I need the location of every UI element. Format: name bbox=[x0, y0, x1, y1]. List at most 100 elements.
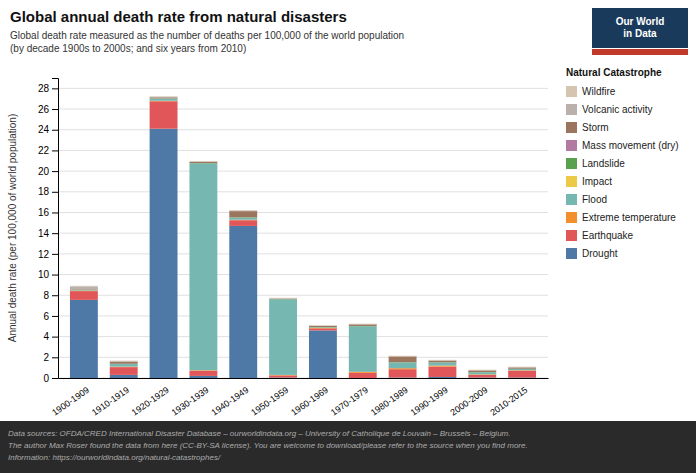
y-tick: 26 bbox=[38, 104, 58, 115]
legend-swatch bbox=[566, 194, 577, 205]
x-tick: 1950-1959 bbox=[249, 385, 290, 418]
y-tick-label: 12 bbox=[38, 249, 50, 260]
bar bbox=[468, 369, 496, 371]
x-tick: 1990-1999 bbox=[409, 385, 450, 418]
footer-text: The author Max Roser found the data from… bbox=[8, 441, 528, 450]
grid-line bbox=[58, 315, 548, 316]
x-tick-label: 1910-1919 bbox=[90, 385, 131, 418]
y-tick: 22 bbox=[38, 145, 58, 156]
bar bbox=[229, 220, 257, 226]
bar bbox=[349, 323, 377, 325]
y-tick-mark bbox=[52, 212, 58, 213]
x-tick: 2010-2015 bbox=[488, 385, 529, 418]
bar bbox=[508, 368, 536, 369]
bar bbox=[349, 324, 377, 326]
logo-text: in Data bbox=[623, 28, 657, 39]
y-tick: 12 bbox=[38, 249, 58, 260]
bar bbox=[189, 161, 217, 163]
bar bbox=[309, 330, 337, 378]
x-tick-label: 1990-1999 bbox=[409, 385, 450, 418]
bars bbox=[70, 96, 536, 378]
bar bbox=[309, 325, 337, 327]
grid-line bbox=[58, 88, 548, 89]
bar bbox=[428, 361, 456, 363]
bar bbox=[189, 162, 217, 163]
bar bbox=[508, 370, 536, 372]
legend-label: Mass movement (dry) bbox=[582, 140, 679, 151]
x-tick: 1930-1939 bbox=[170, 385, 211, 418]
bar bbox=[428, 377, 456, 378]
bar bbox=[468, 375, 496, 378]
legend-item: Storm bbox=[566, 122, 609, 133]
bar-series bbox=[70, 101, 536, 378]
grid-line bbox=[58, 171, 548, 172]
legend-item: Landslide bbox=[566, 158, 625, 169]
bar bbox=[309, 327, 337, 328]
y-tick-mark bbox=[52, 130, 58, 131]
footer-background bbox=[0, 421, 696, 473]
legend-item: Drought bbox=[566, 248, 618, 259]
y-tick: 4 bbox=[43, 331, 58, 342]
title: Global annual death rate from natural di… bbox=[10, 8, 347, 25]
x-tick-label: 1970-1979 bbox=[329, 385, 370, 418]
bar bbox=[150, 96, 178, 98]
logo-stripe bbox=[592, 49, 688, 55]
y-tick: 10 bbox=[38, 269, 58, 280]
legend-item: Mass movement (dry) bbox=[566, 140, 679, 151]
legend-item: Flood bbox=[566, 194, 607, 205]
bar bbox=[70, 286, 98, 289]
bar bbox=[428, 366, 456, 367]
legend-label: Extreme temperature bbox=[582, 212, 676, 223]
bar bbox=[70, 285, 98, 287]
y-tick-label: 0 bbox=[43, 373, 49, 384]
y-tick: 28 bbox=[38, 83, 58, 94]
bar bbox=[229, 218, 257, 220]
bar bbox=[189, 376, 217, 378]
subtitle: (by decade 1900s to 2000s; and six years… bbox=[10, 43, 246, 54]
bar bbox=[110, 367, 138, 375]
y-tick-mark bbox=[52, 275, 58, 276]
bar bbox=[309, 328, 337, 330]
grid-line bbox=[58, 233, 548, 234]
x-tick: 2000-2009 bbox=[448, 385, 489, 418]
bar bbox=[110, 362, 138, 364]
bar bbox=[269, 298, 297, 299]
y-tick-label: 6 bbox=[43, 311, 49, 322]
bar bbox=[150, 98, 178, 99]
y-tick: 8 bbox=[43, 290, 58, 301]
grid-line bbox=[58, 212, 548, 213]
bar bbox=[309, 327, 337, 328]
bar bbox=[389, 356, 417, 362]
grid-line bbox=[58, 129, 548, 130]
bar bbox=[150, 129, 178, 378]
bar-series bbox=[70, 101, 536, 376]
bar bbox=[309, 325, 337, 326]
bar bbox=[389, 368, 417, 369]
bar bbox=[150, 99, 178, 101]
y-tick-mark bbox=[52, 316, 58, 317]
legend-swatch bbox=[566, 86, 577, 97]
legend: Natural CatastropheWildfireVolcanic acti… bbox=[566, 67, 679, 259]
legend-swatch bbox=[566, 230, 577, 241]
legend-label: Landslide bbox=[582, 158, 625, 169]
bar bbox=[269, 298, 297, 300]
chart: Global annual death rate from natural di… bbox=[0, 0, 696, 473]
legend-swatch bbox=[566, 176, 577, 187]
bar bbox=[349, 373, 377, 378]
bar bbox=[269, 299, 297, 300]
footer-text: Data sources: OFDA/CRED International Di… bbox=[8, 429, 510, 438]
bar bbox=[269, 299, 297, 375]
x-tick-label: 2010-2015 bbox=[488, 385, 529, 418]
legend-label: Storm bbox=[582, 122, 609, 133]
x-tick: 1980-1989 bbox=[369, 385, 410, 418]
subtitle: Global death rate measured as the number… bbox=[10, 30, 404, 41]
x-tick-label: 1930-1939 bbox=[170, 385, 211, 418]
bar bbox=[150, 101, 178, 128]
grid-line bbox=[58, 150, 548, 151]
bar bbox=[468, 372, 496, 374]
y-tick-mark bbox=[52, 192, 58, 193]
x-tick: 1920-1929 bbox=[130, 385, 171, 418]
y-tick: 18 bbox=[38, 186, 58, 197]
bar bbox=[389, 369, 417, 377]
x-tick-label: 2000-2009 bbox=[448, 385, 489, 418]
